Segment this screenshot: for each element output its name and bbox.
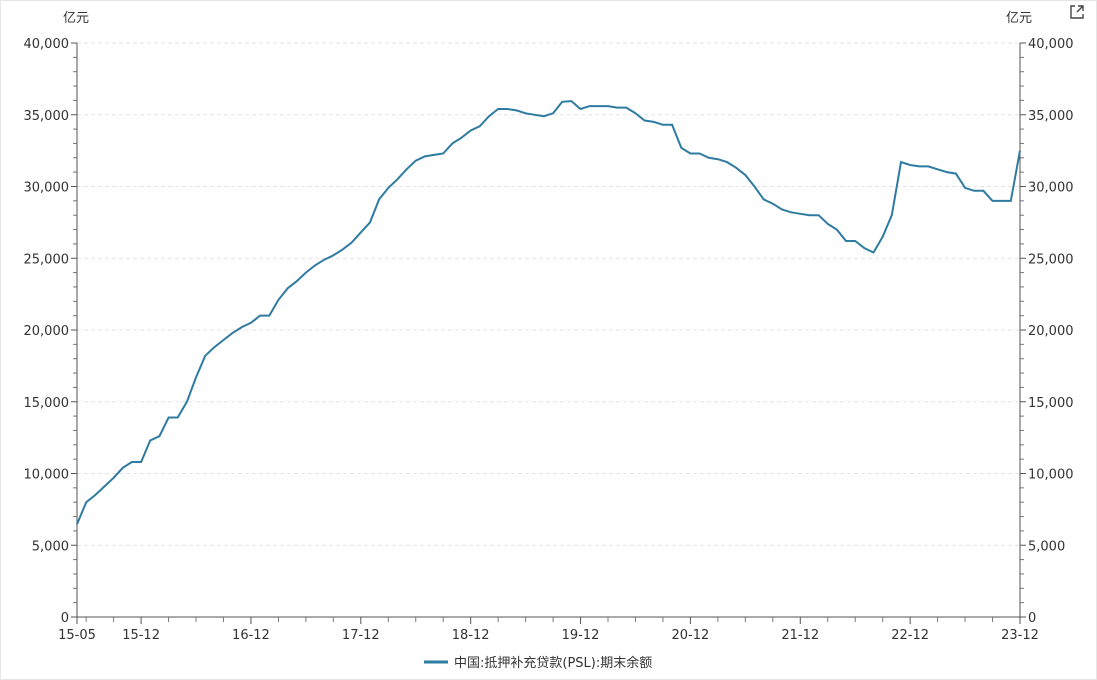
left-y-tick-label: 30,000 xyxy=(24,181,70,196)
legend-label: 中国:抵押补充贷款(PSL):期末余额 xyxy=(454,655,652,671)
right-y-tick-label: 5,000 xyxy=(1028,539,1065,554)
left-axis-unit: 亿元 xyxy=(63,11,89,26)
axes: 0 0 5,000 5,000 10,000 10,000 15,000 15,000 20,0… xyxy=(24,37,1074,643)
left-y-tick-label: 15,000 xyxy=(24,396,70,411)
x-tick-label: 23-12 xyxy=(1001,628,1039,643)
external-link-icon[interactable] xyxy=(1069,4,1085,20)
x-tick-label: 19-12 xyxy=(562,628,600,643)
legend[interactable]: 中国:抵押补充贷款(PSL):期末余额 xyxy=(424,655,652,671)
x-tick-label: 16-12 xyxy=(232,628,270,643)
right-y-tick-label: 20,000 xyxy=(1028,324,1074,339)
right-y-tick-label: 15,000 xyxy=(1028,396,1074,411)
right-axis-unit: 亿元 xyxy=(1006,11,1032,26)
x-tick-label: 18-12 xyxy=(452,628,490,643)
right-y-tick-label: 0 xyxy=(1028,611,1036,626)
left-y-tick-label: 20,000 xyxy=(24,324,70,339)
series-line xyxy=(76,100,1021,525)
right-y-tick-label: 35,000 xyxy=(1028,109,1074,124)
left-y-tick-label: 40,000 xyxy=(24,37,70,52)
right-y-tick-label: 30,000 xyxy=(1028,181,1074,196)
x-tick-label: 22-12 xyxy=(891,628,929,643)
x-tick-label: 20-12 xyxy=(672,628,710,643)
x-tick-label: 15-12 xyxy=(122,628,160,643)
right-y-tick-label: 25,000 xyxy=(1028,252,1074,267)
gridlines xyxy=(77,42,1020,546)
x-tick-label: 21-12 xyxy=(781,628,819,643)
left-y-tick-label: 25,000 xyxy=(24,252,70,267)
left-y-tick-label: 10,000 xyxy=(24,468,70,483)
left-y-tick-label: 0 xyxy=(61,611,69,626)
x-tick-label: 15-05 xyxy=(58,628,96,643)
right-y-tick-label: 10,000 xyxy=(1028,468,1074,483)
left-y-tick-label: 5,000 xyxy=(32,539,69,554)
x-tick-label: 17-12 xyxy=(342,628,380,643)
left-y-tick-label: 35,000 xyxy=(24,109,70,124)
right-y-tick-label: 40,000 xyxy=(1028,37,1074,52)
